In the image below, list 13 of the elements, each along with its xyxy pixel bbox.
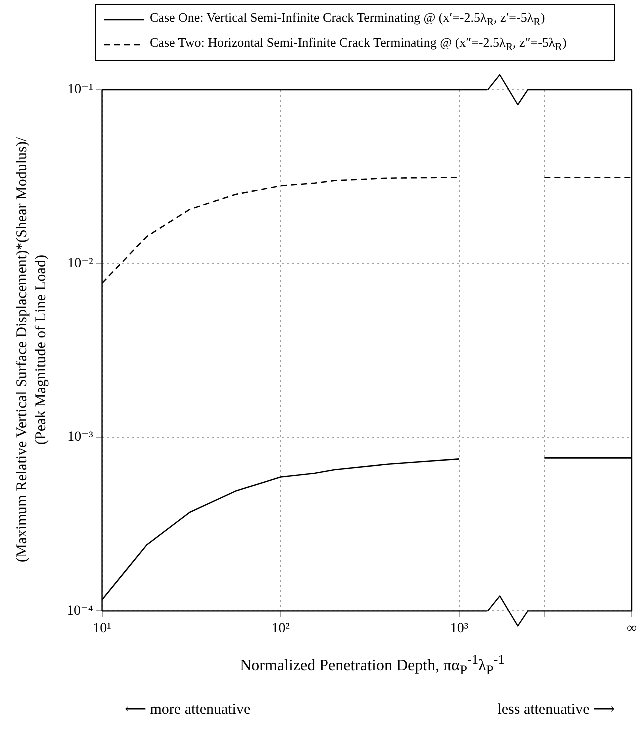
y-tick-label: 10⁻² [68,256,94,272]
x-tick-label: 10² [272,621,290,636]
y-axis-title: (Maximum Relative Vertical Surface Displacement)*(Shear Modulus)/ (Peak Magnitude of Line Load) [14,137,51,563]
y-tick-label: 10⁻¹ [68,82,94,98]
x-tick-label: ∞ [627,621,638,636]
legend-label: Case Two: Horizontal Semi-Infinite Crack Terminating @ (x″=-2.5λ$_{R}$, z″=-5λ$_{R}$) [150,34,567,56]
y-tick-label: 10⁻³ [68,430,94,446]
text: less attenuative ⟶ [498,701,615,719]
x-tick-label: 10³ [450,621,469,636]
text: ⟵ more attenuative [125,701,251,719]
y-tick-label: 10⁻⁴ [66,604,94,619]
legend-label: Case One: Vertical Semi-Infinite Crack Terminating @ (x′=-2.5λ$_{R}$, z′=-5λ$_{R}$) [150,9,546,31]
x-tick-label: 10¹ [93,621,112,636]
